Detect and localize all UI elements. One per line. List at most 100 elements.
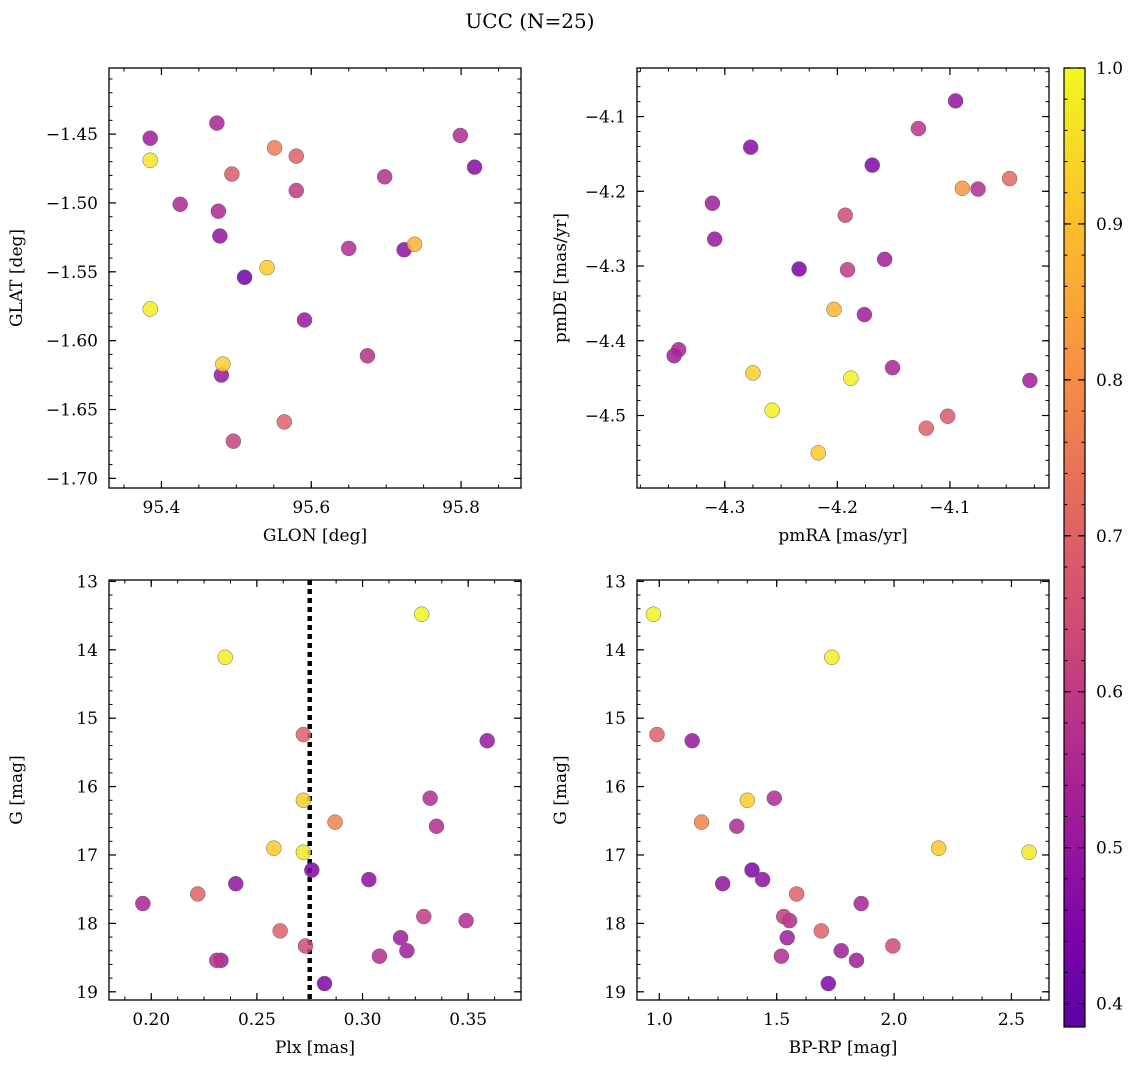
x-axis-label: Plx [mas] — [275, 1038, 355, 1058]
axes-frame — [636, 67, 1050, 489]
scatter-point — [826, 301, 842, 318]
scatter-point — [406, 236, 423, 253]
y-tick-label: 13 — [76, 572, 98, 592]
figure-title: UCC (N=25) — [465, 9, 594, 33]
scatter-point — [217, 649, 233, 666]
y-axis-label: GLAT [deg] — [7, 229, 27, 327]
x-tick-label: 2.5 — [998, 1010, 1025, 1030]
scatter-point — [788, 886, 805, 902]
scatter-point — [970, 181, 986, 197]
x-axis-label: GLON [deg] — [263, 526, 367, 546]
y-tick-label: −1.50 — [46, 194, 98, 214]
scatter-point — [479, 732, 495, 749]
scatter-point — [327, 814, 343, 830]
x-tick-label: −4.1 — [929, 498, 970, 518]
scatter-point — [224, 166, 240, 182]
panel-plx-g: 0.20 0.25 0.30 0.35 13 14 15 16 17 18 19 Plx [mas] G… — [7, 572, 522, 1058]
scatter-point — [228, 875, 244, 892]
x-tick-label: 2.0 — [881, 1010, 908, 1030]
scatter-point — [876, 251, 893, 268]
scatter-point — [340, 240, 357, 257]
scatter-point — [813, 923, 830, 939]
scatter-point — [399, 942, 415, 959]
scatter-point — [773, 948, 790, 964]
colorbar-gradient — [1063, 67, 1086, 1028]
scatter-point — [649, 726, 665, 743]
scatter-point — [833, 942, 849, 959]
scatter-point — [930, 840, 947, 856]
scatter-point — [839, 262, 856, 278]
y-tick-label: −1.65 — [46, 401, 98, 421]
x-tick-label: 0.20 — [132, 1010, 170, 1030]
x-axis-label: pmRA [mas/yr] — [778, 526, 907, 546]
y-tick-label: −4.1 — [585, 108, 626, 128]
scatter-point — [754, 871, 771, 888]
scatter-point — [939, 408, 956, 425]
scatter-point — [189, 886, 206, 902]
y-tick-label: −4.5 — [585, 407, 626, 427]
scatter-point — [739, 792, 756, 809]
scatter-point — [209, 952, 225, 969]
y-tick-label: −4.3 — [585, 257, 626, 277]
y-tick-label: −4.2 — [585, 182, 626, 202]
scatter-point — [884, 359, 901, 376]
y-axis-label: pmDE [mas/yr] — [551, 213, 571, 343]
scatter-point — [266, 840, 282, 856]
scatter-point — [215, 356, 231, 372]
y-tick-label: 17 — [604, 846, 626, 866]
scatter-point — [766, 790, 783, 806]
colorbar-tick-label: 0.6 — [1096, 683, 1123, 703]
scatter-point — [843, 370, 859, 386]
scatter-point — [820, 975, 837, 992]
y-tick-label: 14 — [604, 641, 626, 661]
scatter-point — [135, 895, 151, 912]
colorbar: 0.4 0.5 0.6 0.7 0.8 0.9 1.0 — [1063, 59, 1123, 1028]
x-tick-label: 0.35 — [449, 1010, 487, 1030]
scatter-point — [295, 726, 312, 743]
scatter-point — [645, 606, 662, 622]
colorbar-tick-label: 0.9 — [1096, 215, 1123, 235]
scatter-point — [209, 115, 225, 131]
y-tick-label: 18 — [76, 914, 98, 934]
y-tick-label: −1.60 — [46, 332, 98, 352]
scatter-point — [142, 152, 158, 169]
scatter-point — [954, 180, 971, 197]
y-tick-label: −1.70 — [46, 469, 98, 489]
axis-ticks — [637, 580, 1049, 1000]
scatter-point — [392, 930, 409, 946]
x-tick-label: 95.8 — [442, 498, 480, 518]
scatter-point — [775, 908, 792, 925]
y-axis-label: G [mag] — [7, 755, 27, 824]
y-tick-label: 15 — [604, 709, 626, 729]
scatter-point — [670, 341, 687, 358]
scatter-point — [837, 207, 854, 223]
scatter-point — [706, 231, 723, 247]
y-tick-label: 13 — [604, 572, 626, 592]
scatter-point — [729, 818, 745, 835]
scatter-point — [864, 157, 881, 173]
scatter-point — [848, 952, 865, 969]
x-tick-label: −4.2 — [817, 498, 858, 518]
scatter-point — [452, 127, 469, 144]
scatter-point — [212, 228, 228, 244]
scatter-point — [376, 169, 393, 185]
scatter-point — [684, 732, 700, 749]
scatter-point — [1021, 844, 1037, 860]
scatter-point — [371, 948, 388, 964]
scatter-point — [693, 814, 710, 830]
panel-bprp-g: 1.0 1.5 2.0 2.5 13 14 15 16 17 18 19 BP-RP [mag] G [… — [551, 572, 1050, 1058]
scatter-point — [910, 120, 927, 137]
scatter-point — [259, 259, 275, 276]
scatter-point — [236, 269, 253, 286]
scatter-point — [856, 306, 873, 323]
scatter-point — [779, 930, 795, 946]
scatter-point — [266, 140, 283, 156]
scatter-point — [458, 912, 474, 929]
scatter-point — [316, 975, 333, 992]
axes-frame — [108, 67, 522, 489]
scatter-point — [745, 365, 761, 381]
y-tick-label: 19 — [604, 983, 626, 1003]
axes-frame — [636, 579, 1050, 1001]
scatter-point — [947, 93, 964, 109]
